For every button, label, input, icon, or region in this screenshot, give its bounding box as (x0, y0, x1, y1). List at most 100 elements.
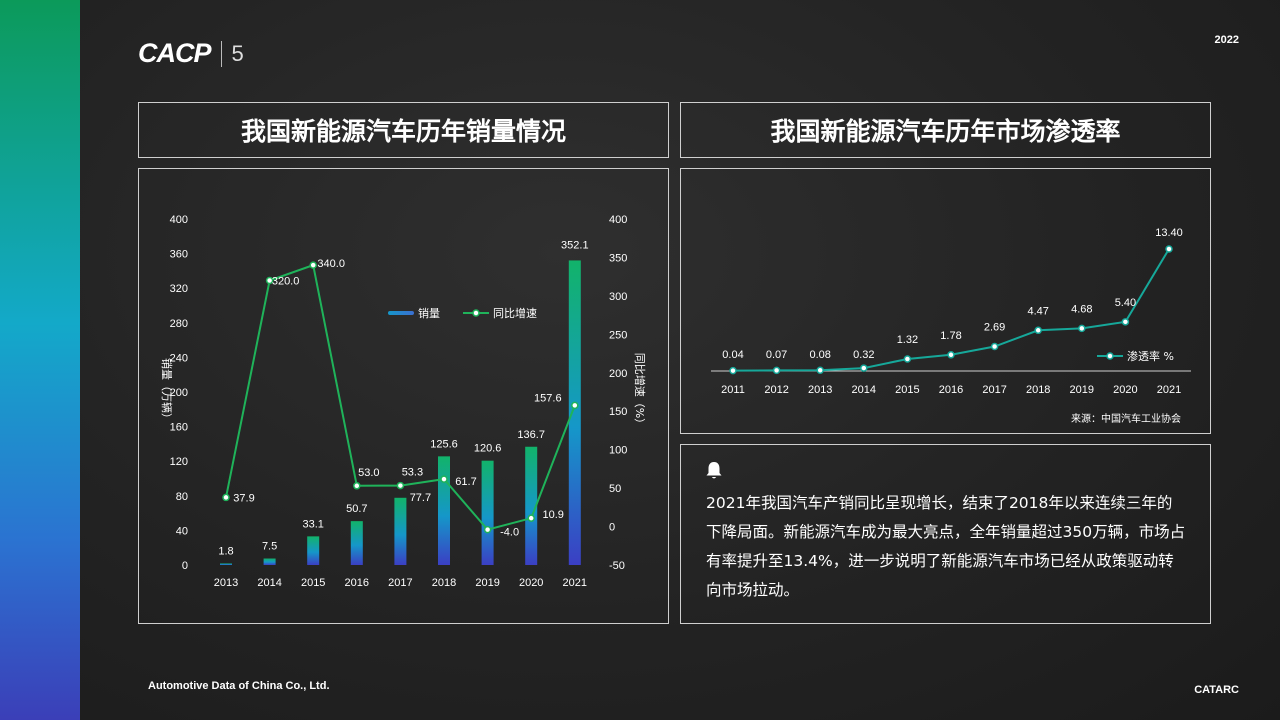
logo-divider (220, 40, 222, 67)
penetration-point (729, 366, 737, 375)
bar (525, 446, 538, 565)
y2-axis-title: 同比增速（%） (633, 353, 647, 429)
x-tick-label: 2018 (432, 577, 456, 589)
y-tick-label: 200 (170, 387, 188, 399)
legend-bar-label: 销量 (418, 306, 440, 320)
x-tick-label: 2017 (982, 384, 1006, 396)
bar-value-label: 50.7 (346, 503, 367, 515)
x-tick-label: 2019 (1070, 384, 1094, 396)
y-tick-label: 360 (170, 249, 188, 261)
bar-value-label: 7.5 (262, 541, 277, 553)
sales-chart-panel: 0 40 80 120 160 200 240 280 320 360 400 -50 0 50 100 15… (138, 168, 669, 624)
x-tick-label: 2016 (939, 384, 963, 396)
x-tick-label: 2013 (214, 577, 238, 589)
x-tick-label: 2016 (345, 577, 369, 589)
penetration-chart: 2011 2012 2013 2014 2015 2016 2017 2018 2019 2020… (711, 227, 1191, 425)
legend-bar-swatch (388, 311, 414, 315)
yoy-point (222, 493, 230, 502)
bar (220, 563, 232, 565)
penetration-value-label: 2.69 (984, 322, 1005, 334)
legend-line-label: 同比增速 (493, 306, 537, 320)
decorative-gradient-stripe (0, 0, 80, 720)
bar-value-label: 33.1 (302, 518, 323, 530)
penetration-chart-title: 我国新能源汽车历年市场渗透率 (680, 102, 1211, 158)
yoy-point (353, 482, 361, 490)
y-tick-label: 80 (176, 491, 188, 503)
source-note: 来源：中国汽车工业协会 (1071, 412, 1181, 425)
cacp-logo: CACP 5 (138, 38, 244, 69)
penetration-chart-panel: 2011 2012 2013 2014 2015 2016 2017 2018 2019 2020… (680, 168, 1211, 434)
y-axis-title: 销量（万辆） (160, 358, 174, 424)
bar-value-label: 125.6 (430, 438, 458, 450)
x-tick-label: 2013 (808, 384, 832, 396)
y2-tick-label: 150 (609, 406, 627, 418)
sales-chart-title: 我国新能源汽车历年销量情况 (138, 102, 669, 158)
penetration-point (1034, 326, 1042, 335)
y2-tick-label: 100 (609, 445, 627, 457)
y-tick-label: 240 (170, 352, 188, 364)
y-tick-label: 400 (170, 214, 188, 226)
yoy-value-label: 37.9 (233, 492, 254, 504)
penetration-value-label: 0.08 (809, 349, 830, 361)
x-tick-label: 2011 (721, 384, 745, 396)
yoy-point (527, 514, 535, 522)
yoy-value-label: 10.9 (542, 509, 563, 521)
yoy-value-label: -4.0 (500, 527, 519, 539)
penetration-value-label: 0.04 (722, 349, 743, 361)
x-tick-label: 2012 (764, 384, 788, 396)
penetration-point (1121, 318, 1130, 326)
x-tick-label: 2017 (388, 577, 412, 589)
x-tick-label: 2015 (301, 577, 325, 589)
x-tick-label: 2020 (519, 577, 543, 589)
year-label: 2022 (1214, 34, 1239, 46)
penetration-point (1078, 324, 1086, 333)
bell-icon (706, 462, 722, 479)
footer-brand: CATARC (1194, 684, 1239, 696)
bar-value-label: 136.7 (517, 429, 545, 441)
y-tick-label: 160 (170, 422, 188, 434)
x-tick-label: 2014 (257, 577, 281, 589)
penetration-value-label: 1.78 (940, 330, 961, 342)
bar (438, 456, 450, 565)
x-tick-label: 2014 (852, 384, 876, 396)
x-tick-label: 2021 (563, 577, 587, 589)
y2-tick-label: -50 (609, 560, 625, 572)
yoy-point (571, 401, 579, 410)
bar (394, 497, 407, 565)
legend-line-marker (472, 309, 480, 317)
yoy-value-label: 53.3 (402, 467, 423, 479)
penetration-value-label: 0.07 (766, 349, 787, 361)
penetration-point (1165, 245, 1173, 253)
penetration-point (772, 366, 781, 375)
penetration-point (990, 342, 999, 351)
x-tick-label: 2018 (1026, 384, 1050, 396)
bar (350, 521, 363, 565)
bar-value-label: 77.7 (410, 492, 431, 504)
footer-company: Automotive Data of China Co., Ltd. (148, 680, 330, 692)
bar-value-label: 120.6 (474, 443, 502, 455)
penetration-value-label: 5.40 (1115, 297, 1136, 309)
y2-tick-label: 300 (609, 291, 627, 303)
yoy-point (396, 481, 405, 490)
yoy-point (265, 276, 274, 285)
penetration-value-label: 4.68 (1071, 303, 1092, 315)
x-tick-label: 2021 (1157, 384, 1181, 396)
y2-tick-label: 200 (609, 368, 627, 380)
penetration-point (947, 351, 955, 359)
bar-value-label: 1.8 (218, 545, 233, 557)
y2-tick-label: 0 (609, 522, 615, 534)
bar (481, 460, 494, 565)
x-tick-label: 2015 (895, 384, 919, 396)
y-tick-label: 320 (170, 283, 188, 295)
x-tick-label: 2019 (475, 577, 499, 589)
y-tick-label: 120 (170, 456, 188, 468)
y-tick-label: 40 (176, 525, 188, 537)
y-tick-label: 280 (170, 318, 188, 330)
legend-line-marker (1106, 352, 1114, 360)
x-tick-label: 2020 (1113, 384, 1137, 396)
penetration-point (903, 355, 912, 363)
summary-text: 2021年我国汽车产销同比呈现增长，结束了2018年以来连续三年的下降局面。新能… (706, 494, 1186, 599)
penetration-point (816, 366, 824, 375)
y-tick-label: 0 (182, 560, 188, 572)
yoy-point (309, 261, 317, 269)
